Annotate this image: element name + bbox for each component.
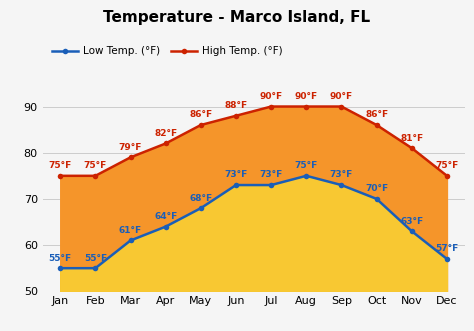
Text: 88°F: 88°F [225,101,247,110]
Text: 57°F: 57°F [435,244,458,254]
High Temp. (°F) [338,105,344,109]
Text: 55°F: 55°F [49,254,72,262]
Text: 75°F: 75°F [295,161,318,170]
Text: 79°F: 79°F [119,143,142,152]
Line: Low Temp. (°F): Low Temp. (°F) [57,173,450,271]
Low Temp. (°F) [163,225,169,229]
Text: 64°F: 64°F [154,212,177,221]
Text: 73°F: 73°F [224,170,247,179]
Text: 70°F: 70°F [365,184,388,193]
High Temp. (°F) [233,114,239,118]
Low Temp. (°F) [92,266,98,270]
Text: 90°F: 90°F [330,92,353,101]
High Temp. (°F) [128,155,133,159]
High Temp. (°F) [163,141,169,145]
Low Temp. (°F) [338,183,344,187]
High Temp. (°F) [303,105,309,109]
Legend: Low Temp. (°F), High Temp. (°F): Low Temp. (°F), High Temp. (°F) [48,42,287,61]
Low Temp. (°F) [233,183,239,187]
Low Temp. (°F) [128,239,133,243]
Text: 90°F: 90°F [295,92,318,101]
High Temp. (°F) [374,123,380,127]
Text: 86°F: 86°F [189,111,212,119]
Text: 82°F: 82°F [154,129,177,138]
High Temp. (°F) [198,123,204,127]
Low Temp. (°F) [303,174,309,178]
Low Temp. (°F) [268,183,274,187]
Text: 73°F: 73°F [330,170,353,179]
High Temp. (°F) [444,174,450,178]
Text: Temperature - Marco Island, FL: Temperature - Marco Island, FL [103,10,371,25]
Text: 75°F: 75°F [49,161,72,170]
High Temp. (°F) [92,174,98,178]
High Temp. (°F) [409,146,415,150]
Low Temp. (°F) [198,206,204,210]
Text: 86°F: 86°F [365,111,388,119]
Text: 75°F: 75°F [435,161,458,170]
High Temp. (°F) [57,174,63,178]
Text: 55°F: 55°F [84,254,107,262]
Text: 75°F: 75°F [84,161,107,170]
Low Temp. (°F) [374,197,380,201]
Text: 63°F: 63°F [400,217,423,226]
Low Temp. (°F) [57,266,63,270]
High Temp. (°F) [268,105,274,109]
Text: 68°F: 68°F [189,194,212,203]
Text: 61°F: 61°F [119,226,142,235]
Text: 73°F: 73°F [260,170,283,179]
Text: 90°F: 90°F [260,92,283,101]
Low Temp. (°F) [444,257,450,261]
Line: High Temp. (°F): High Temp. (°F) [57,104,450,179]
Low Temp. (°F) [409,229,415,233]
Text: 81°F: 81°F [400,133,423,143]
